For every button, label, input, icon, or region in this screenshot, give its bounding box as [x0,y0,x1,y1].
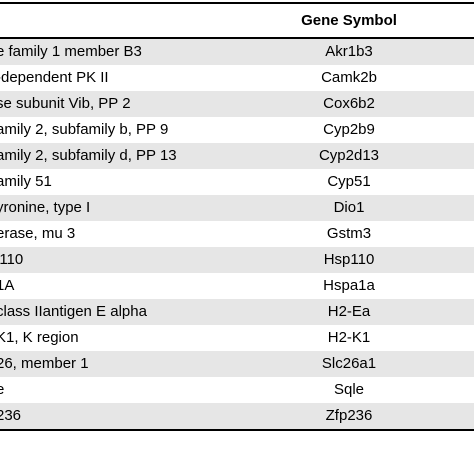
gene-symbol-cell: Hsp110 [323,251,375,268]
header-gene-symbol: Gene Symbol [301,12,397,29]
gene-name-cell: yronine, type I [0,199,91,216]
gene-name-cell: e [0,381,5,398]
table-top-rule [0,2,474,4]
table-row: erase, mu 3 Gstm3 [0,221,474,247]
table-row: e family 1 member B3 Akr1b3 [0,39,474,65]
gene-name-cell: 236 [0,407,22,424]
gene-name-cell: -dependent PK II [0,69,109,86]
gene-name-cell: e family 1 member B3 [0,43,142,60]
gene-symbol-cell: Sqle [333,381,365,398]
gene-name-cell: 1A [0,277,15,294]
gene-symbol-cell: Cox6b2 [323,95,375,112]
table-header-row: Gene Symbol [0,4,474,37]
gene-name-cell: amily 51 [0,173,52,190]
gene-name-cell: class IIantigen E alpha [0,303,147,320]
gene-symbol-cell: Cyp51 [327,173,371,190]
table-row: -dependent PK II Camk2b [0,65,474,91]
table-row: 1A Hspa1a [0,273,474,299]
gene-name-cell: l110 [0,251,24,268]
gene-symbol-cell: H2-K1 [327,329,371,346]
gene-name-cell: amily 2, subfamily d, PP 13 [0,147,177,164]
table-row: 26, member 1 Slc26a1 [0,351,474,377]
gene-name-cell: K1, K region [0,329,79,346]
gene-symbol-cell: Akr1b3 [325,43,373,60]
table-row: e Sqle [0,377,474,403]
gene-symbol-cell: Zfp236 [325,407,373,424]
gene-symbol-cell: Cyp2b9 [323,121,375,138]
table-row: l110 Hsp110 [0,247,474,273]
table-bottom-rule [0,429,474,431]
table-row: amily 51 Cyp51 [0,169,474,195]
table-row: class IIantigen E alpha H2-Ea [0,299,474,325]
gene-name-cell: erase, mu 3 [0,225,76,242]
gene-symbol-cell: Camk2b [321,69,377,86]
gene-symbol-cell: Slc26a1 [321,355,377,372]
table-header-rule [0,37,474,39]
gene-name-cell: 26, member 1 [0,355,89,372]
table-row: K1, K region H2-K1 [0,325,474,351]
gene-name-cell: se subunit Vib, PP 2 [0,95,131,112]
gene-symbol-cell: H2-Ea [327,303,371,320]
table-row: yronine, type I Dio1 [0,195,474,221]
gene-symbol-cell: Cyp2d13 [318,147,380,164]
table-row: se subunit Vib, PP 2 Cox6b2 [0,91,474,117]
table-row: amily 2, subfamily b, PP 9 Cyp2b9 [0,117,474,143]
table-row: 236 Zfp236 [0,403,474,429]
table-row: amily 2, subfamily d, PP 13 Cyp2d13 [0,143,474,169]
gene-symbol-cell: Hspa1a [323,277,375,294]
gene-name-cell: amily 2, subfamily b, PP 9 [0,121,169,138]
gene-symbol-cell: Dio1 [333,199,365,216]
gene-symbol-cell: Gstm3 [326,225,372,242]
